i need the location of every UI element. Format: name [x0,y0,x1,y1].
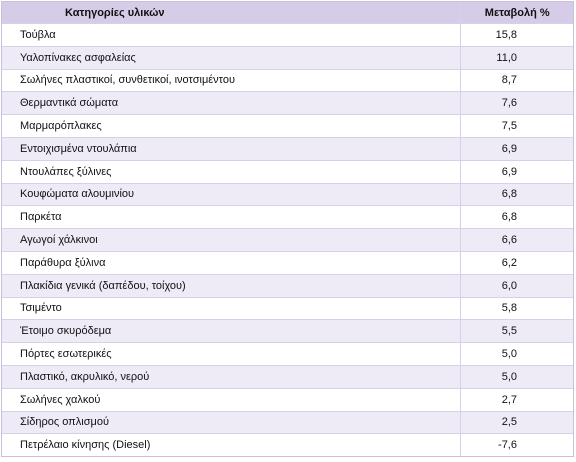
category-cell: Εντοιχισμένα ντουλάπια [20,142,137,155]
table-row: Μαρμαρόπλακες 7,5 [2,114,573,137]
header-row: Κατηγορίες υλικών Μεταβολή % [2,2,573,23]
table-row: Σωλήνες πλαστικοί, συνθετικοί, ινοτσιμέν… [2,68,573,92]
category-cell: Σίδηρος οπλισμού [20,416,109,429]
value-cell: 7,6 [460,92,573,115]
category-cell: Πετρέλαιο κίνησης (Diesel) [20,439,151,452]
value-cell: 5,0 [460,343,573,365]
category-cell: Σωλήνες χαλκού [20,393,101,406]
value-cell: -7,6 [460,434,573,457]
table-row: Πλακίδια γενικά (δαπέδου, τοίχου) 6,0 [2,273,573,297]
category-cell: Θερμαντικά σώματα [20,97,119,110]
table-row: Εντοιχισμένα ντουλάπια 6,9 [2,136,573,160]
table-row: Τούβλα 15,8 [2,23,573,46]
category-cell: Παράθυρα ξύλινα [20,256,106,269]
table-row: Σίδηρος οπλισμού 2,5 [2,410,573,434]
value-cell: 5,5 [460,320,573,343]
table-row: Παράθυρα ξύλινα 6,2 [2,250,573,274]
category-cell: Έτοιμο σκυρόδεμα [20,325,112,338]
category-cell: Πλακίδια γενικά (δαπέδου, τοίχου) [20,279,186,292]
table-row: Πόρτες εσωτερικές 5,0 [2,342,573,365]
value-cell: 7,5 [460,115,573,137]
table-row: Αγωγοί χάλκινοι 6,6 [2,228,573,251]
value-cell: 6,6 [460,229,573,251]
table-row: Κουφώματα αλουμινίου 6,8 [2,182,573,206]
value-cell: 15,8 [460,24,573,46]
category-cell: Υαλοπίνακες ασφαλείας [20,51,136,64]
value-cell: 2,5 [460,411,573,434]
table-row: Παρκέτα 6,8 [2,205,573,229]
category-cell: Μαρμαρόπλακες [20,120,102,133]
table-row: Θερμαντικά σώματα 7,6 [2,91,573,115]
value-cell: 11,0 [460,46,573,69]
header-cell: Κατηγορίες υλικών [65,6,165,19]
category-cell: Σωλήνες πλαστικοί, συνθετικοί, ινοτσιμέν… [20,74,236,87]
table-row: Τσιμέντο 5,8 [2,296,573,320]
category-cell: Τσιμέντο [20,302,62,315]
category-cell: Παρκέτα [20,211,62,224]
category-cell: Κουφώματα αλουμινίου [20,188,135,201]
table-row: Πετρέλαιο κίνησης (Diesel) -7,6 [2,433,573,457]
value-cell: 2,7 [460,388,573,411]
table-row: Έτοιμο σκυρόδεμα 5,5 [2,319,573,343]
category-cell: Πλαστικό, ακρυλικό, νερού [20,370,150,383]
category-cell: Πόρτες εσωτερικές [20,348,112,361]
category-cell: Ντουλάπες ξύλινες [20,165,112,178]
header-cell: Μεταβολή % [460,2,573,23]
value-cell: 6,8 [460,206,573,229]
table-row: Ντουλάπες ξύλινες 6,9 [2,159,573,183]
table-row: Σωλήνες χαλκού 2,7 [2,387,573,411]
table-row: Πλαστικό, ακρυλικό, νερού 5,0 [2,364,573,388]
table-row: Υαλοπίνακες ασφαλείας 11,0 [2,45,573,69]
value-cell: 5,0 [460,365,573,388]
value-cell: 5,8 [460,297,573,320]
category-cell: Αγωγοί χάλκινοι [20,234,98,247]
value-cell: 6,9 [460,160,573,183]
value-cell: 6,8 [460,183,573,206]
value-cell: 8,7 [460,69,573,92]
category-cell: Τούβλα [20,28,56,41]
value-cell: 6,2 [460,251,573,274]
value-cell: 6,9 [460,137,573,160]
value-cell: 6,0 [460,274,573,297]
